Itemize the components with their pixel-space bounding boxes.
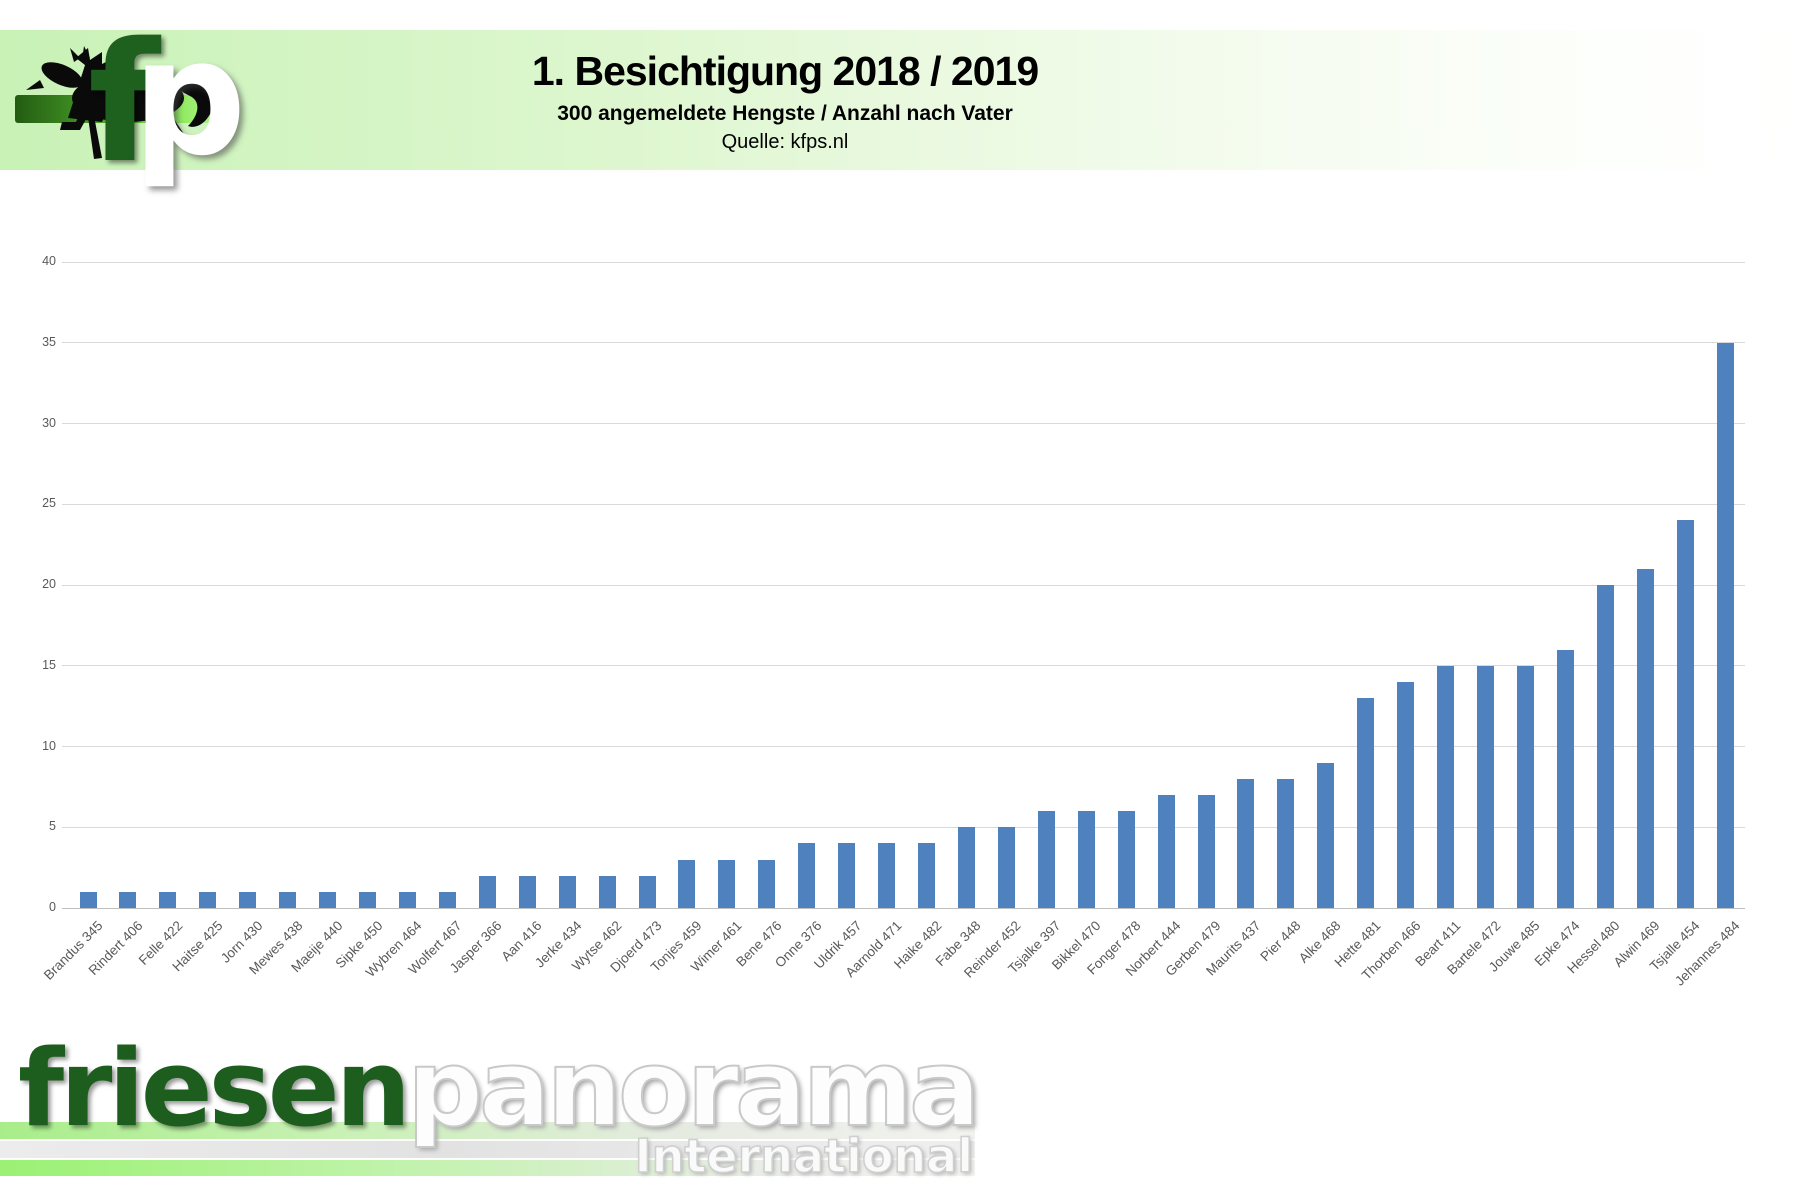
chart-bar — [119, 891, 137, 908]
chart-bar — [838, 843, 856, 908]
chart-bar — [798, 843, 816, 908]
y-axis-tick-label: 15 — [42, 657, 56, 672]
y-axis-tick-label: 0 — [49, 900, 56, 914]
chart-bar — [159, 891, 177, 908]
chart-bar — [758, 859, 776, 908]
header-banner: f p 1. Besichtigung 2018 / 2019 300 ange… — [0, 18, 1800, 186]
chart-bar — [1237, 778, 1255, 908]
chart-bar — [1596, 585, 1614, 908]
chart-bar — [1277, 778, 1295, 908]
chart-bar — [199, 891, 217, 908]
footer-stripe-gray — [0, 1141, 975, 1158]
chart-bar — [1037, 811, 1055, 908]
chart-bar — [957, 827, 975, 908]
chart-bar — [359, 891, 376, 908]
chart-bar — [518, 875, 536, 908]
chart-bar — [279, 891, 297, 908]
gridline-y25 — [62, 503, 1745, 505]
gridline-y40 — [62, 261, 1745, 263]
logo-letter-p: p — [132, 4, 247, 191]
chart-bar — [1716, 342, 1734, 908]
footer-stripe-green-bottom — [0, 1160, 975, 1176]
chart-bar — [1317, 762, 1335, 908]
gridline-y20 — [62, 584, 1745, 586]
y-axis-tick-label: 40 — [42, 254, 56, 268]
chart-bar — [1477, 665, 1495, 908]
x-axis-category-label: Pier 448 — [1257, 918, 1304, 965]
title-block: 1. Besichtigung 2018 / 2019 300 angemeld… — [285, 48, 1285, 154]
y-axis-tick-label: 20 — [42, 577, 56, 591]
chart-bar — [678, 859, 696, 908]
footer-stripe-green-top — [0, 1122, 975, 1139]
chart-bar — [997, 827, 1015, 908]
y-axis-tick-label: 35 — [42, 334, 56, 349]
chart-title: 1. Besichtigung 2018 / 2019 — [531, 48, 1039, 94]
gridline-y10 — [62, 746, 1745, 747]
chart-bar — [1197, 794, 1215, 908]
chart-bar — [1516, 665, 1534, 908]
chart-bar — [438, 891, 456, 908]
gridline-y5 — [62, 826, 1745, 828]
brand-word-panorama: panorama — [406, 1027, 981, 1150]
chart-bar — [1357, 698, 1375, 908]
gridline-y15 — [62, 665, 1745, 667]
gridline-y0 — [62, 907, 1745, 909]
chart-subtitle: 300 angemeldete Hengste / Anzahl nach Va… — [557, 102, 1013, 125]
chart-bar — [1437, 665, 1455, 908]
chart-bar — [1676, 520, 1694, 908]
chart-bar — [638, 875, 656, 908]
chart-bar — [1556, 649, 1574, 908]
chart-bar — [1077, 811, 1095, 908]
fp-logo: f p — [10, 18, 247, 190]
brand-wordmark: friesenpanorama — [18, 1035, 982, 1143]
horse-logo-icon — [26, 46, 215, 159]
chart-bar — [1117, 811, 1135, 908]
y-axis-tick-label: 30 — [42, 415, 56, 430]
brand-word-friesen: friesen — [18, 1027, 411, 1150]
chart-bar — [1636, 568, 1654, 908]
chart-bar — [1157, 794, 1175, 908]
brand-subtitle-international: International — [634, 1129, 974, 1183]
y-axis-tick-label: 10 — [42, 738, 56, 753]
y-axis-tick-label: 5 — [49, 819, 56, 834]
chart-bar — [558, 875, 576, 908]
chart-bar — [878, 843, 896, 908]
chart-bar — [918, 843, 936, 908]
chart-source: Quelle: kfps.nl — [721, 131, 849, 153]
gridline-y30 — [62, 423, 1745, 424]
chart-bar — [598, 875, 616, 908]
chart-bar — [239, 891, 257, 908]
chart-bar — [79, 891, 97, 908]
chart-bar — [718, 859, 736, 908]
chart-bar — [398, 891, 416, 908]
chart-bar — [478, 875, 496, 908]
bar-chart: 0 5 10 15 20 25 30 35 40 Brandus 345 Rindert 406 Fe… — [41, 254, 1745, 989]
chart-bar — [1397, 681, 1415, 908]
gridline-y35 — [62, 342, 1745, 344]
logo-letter-f: f — [88, 7, 160, 199]
chart-bar — [319, 891, 337, 908]
y-axis-tick-label: 25 — [42, 496, 56, 511]
